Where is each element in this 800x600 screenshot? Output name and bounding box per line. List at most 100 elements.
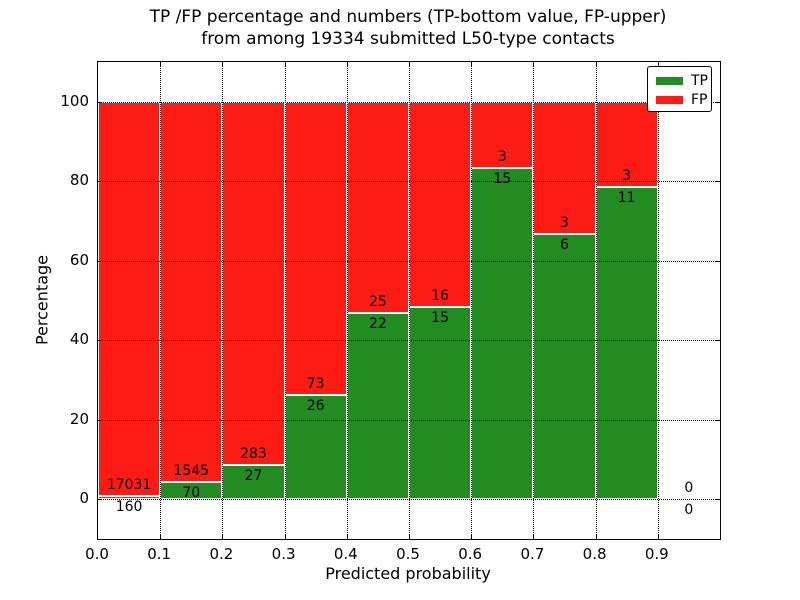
x-tick-mark bbox=[160, 62, 162, 66]
y-tick-label: 80 bbox=[69, 171, 89, 190]
tp-bar-segment bbox=[98, 495, 161, 500]
x-tick-mark bbox=[595, 62, 597, 66]
x-tick-mark bbox=[222, 535, 224, 539]
x-tick-mark bbox=[657, 62, 659, 66]
tp-count-label: 15 bbox=[431, 309, 449, 326]
tp-bar-segment bbox=[409, 306, 472, 500]
y-tick-mark bbox=[98, 101, 102, 103]
fp-count-label: 3 bbox=[560, 215, 569, 232]
legend-item-tp: TP bbox=[656, 71, 711, 90]
bar-group bbox=[595, 101, 658, 500]
vertical-gridline bbox=[533, 62, 535, 539]
vertical-gridline bbox=[471, 62, 473, 539]
vertical-gridline bbox=[409, 62, 410, 539]
y-tick-mark bbox=[716, 340, 720, 342]
legend-label-fp: FP bbox=[691, 91, 708, 108]
x-tick-mark bbox=[160, 535, 162, 539]
fp-count-label: 3 bbox=[622, 167, 632, 184]
horizontal-gridline bbox=[98, 340, 720, 342]
legend: TP FP bbox=[647, 66, 712, 112]
tp-count-label: 26 bbox=[306, 397, 325, 414]
legend-label-tp: TP bbox=[691, 72, 708, 89]
vertical-gridline bbox=[222, 62, 224, 539]
chart-title-line2: from among 19334 submitted L50-type cont… bbox=[201, 29, 615, 49]
fp-bar-segment bbox=[533, 101, 596, 235]
y-tick-mark bbox=[716, 260, 720, 262]
fp-bar-segment bbox=[284, 101, 347, 395]
tp-count-label: 27 bbox=[244, 467, 263, 484]
x-tick-label: 0.1 bbox=[147, 545, 172, 563]
fp-bar-segment bbox=[409, 101, 472, 307]
y-tick-mark bbox=[98, 340, 102, 342]
x-tick-mark bbox=[346, 535, 348, 539]
fp-bar-segment bbox=[98, 101, 161, 496]
legend-swatch-fp-icon bbox=[656, 95, 683, 104]
chart-title: TP /FP percentage and numbers (TP-bottom… bbox=[97, 6, 719, 50]
vertical-gridline bbox=[346, 62, 348, 539]
x-tick-mark bbox=[595, 535, 597, 539]
x-tick-mark bbox=[346, 62, 348, 66]
x-tick-mark bbox=[284, 535, 286, 539]
tp-bar-segment bbox=[471, 167, 534, 500]
fp-count-label: 17031 bbox=[106, 476, 152, 493]
y-tick-mark bbox=[716, 499, 720, 501]
x-tick-label: 0.3 bbox=[271, 545, 296, 563]
tp-count-label: 160 bbox=[115, 498, 143, 515]
fp-count-label: 1545 bbox=[173, 463, 210, 480]
vertical-gridline bbox=[595, 62, 597, 539]
fp-count-label: 0 bbox=[684, 480, 694, 497]
x-tick-label: 0.4 bbox=[333, 545, 358, 563]
x-tick-mark bbox=[222, 62, 224, 66]
bar-group bbox=[98, 101, 161, 500]
tp-count-label: 70 bbox=[182, 485, 201, 502]
fp-count-label: 73 bbox=[306, 375, 325, 392]
x-tick-label: 0.9 bbox=[644, 545, 669, 563]
x-tick-label: 0.2 bbox=[209, 545, 234, 563]
x-tick-mark bbox=[533, 62, 535, 66]
tp-count-label: 22 bbox=[368, 316, 387, 333]
y-tick-mark bbox=[716, 419, 720, 421]
horizontal-gridline bbox=[98, 419, 720, 421]
tp-count-label: 6 bbox=[560, 237, 569, 254]
x-tick-mark bbox=[409, 62, 410, 66]
x-tick-label: 0.6 bbox=[458, 545, 483, 563]
y-tick-mark bbox=[98, 499, 102, 501]
fp-count-label: 283 bbox=[240, 445, 267, 462]
x-tick-label: 0.0 bbox=[85, 545, 109, 563]
tp-bar-segment bbox=[222, 464, 285, 500]
horizontal-gridline bbox=[98, 499, 720, 501]
fp-count-label: 25 bbox=[368, 294, 387, 311]
y-tick-mark bbox=[98, 181, 102, 183]
x-tick-label: 0.7 bbox=[520, 545, 545, 563]
horizontal-gridline bbox=[98, 181, 720, 183]
y-tick-mark bbox=[98, 419, 102, 421]
fp-bar-segment bbox=[160, 101, 223, 483]
y-tick-label: 40 bbox=[69, 330, 89, 349]
x-tick-mark bbox=[471, 62, 473, 66]
vertical-gridline bbox=[657, 62, 659, 539]
x-axis-label: Predicted probability bbox=[325, 564, 491, 583]
tp-count-label: 11 bbox=[617, 189, 636, 206]
legend-item-fp: FP bbox=[656, 90, 711, 109]
vertical-gridline bbox=[160, 62, 162, 539]
tp-bar-segment bbox=[533, 234, 596, 500]
x-tick-mark bbox=[533, 535, 535, 539]
x-tick-mark bbox=[657, 535, 659, 539]
tp-count-label: 15 bbox=[493, 171, 512, 187]
x-tick-mark bbox=[284, 62, 286, 66]
bar-group bbox=[160, 101, 223, 500]
x-tick-mark bbox=[409, 535, 410, 539]
fp-count-label: 16 bbox=[431, 287, 449, 304]
fp-count-label: 3 bbox=[497, 149, 507, 165]
x-tick-label: 0.8 bbox=[582, 545, 607, 563]
horizontal-gridline bbox=[98, 260, 720, 262]
y-tick-label: 100 bbox=[60, 91, 89, 110]
bar-group bbox=[222, 101, 285, 500]
bar-group bbox=[533, 101, 596, 500]
tp-bar-segment bbox=[595, 186, 658, 500]
x-tick-mark bbox=[471, 535, 473, 539]
horizontal-gridline bbox=[98, 101, 720, 103]
tp-count-label: 0 bbox=[684, 502, 694, 519]
x-tick-label: 0.5 bbox=[396, 545, 420, 563]
